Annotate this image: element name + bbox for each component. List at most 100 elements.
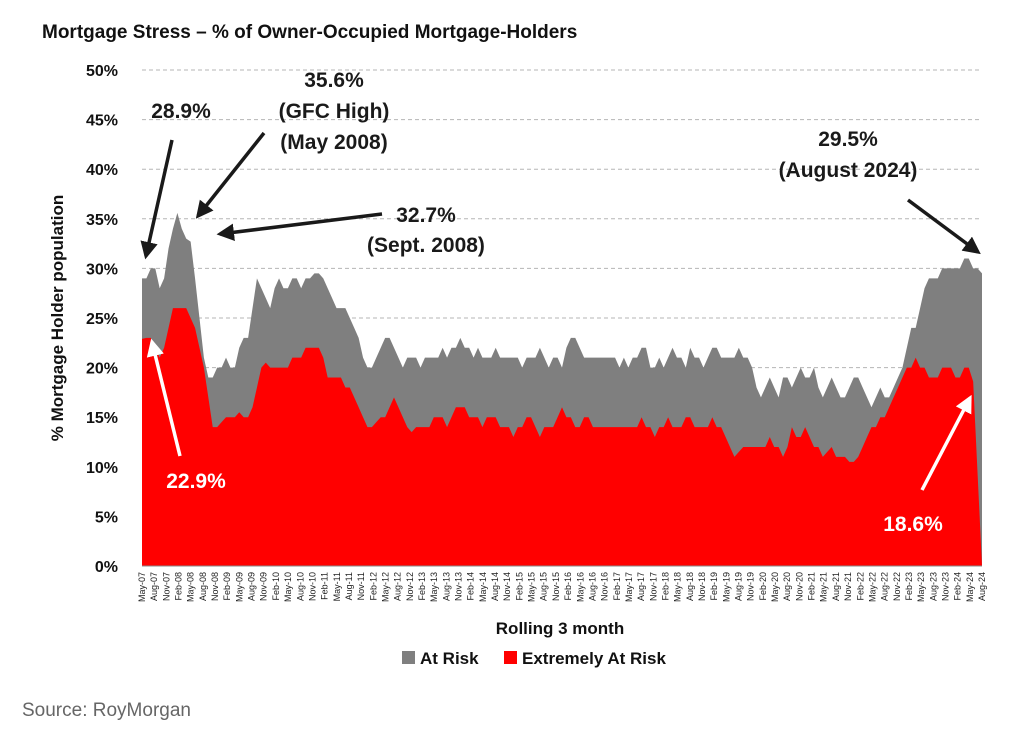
x-tick-label: May-11 [332,572,342,601]
x-tick-label: Feb-13 [417,572,427,601]
y-tick-label: 40% [86,162,118,179]
x-tick-label: Nov-21 [843,572,853,601]
x-tick-label: Nov-23 [941,572,951,601]
x-tick-label: Nov-18 [697,572,707,601]
x-tick-label: Aug-14 [490,572,500,601]
x-tick-label: May-15 [527,572,537,602]
x-tick-label: Feb-22 [855,572,865,601]
x-tick-label: Nov-15 [551,572,561,601]
x-tick-label: May-19 [721,572,731,602]
y-tick-label: 35% [86,212,118,229]
x-tick-label: Feb-14 [466,572,476,601]
x-tick-label: Nov-19 [746,572,756,601]
x-tick-label: Aug-10 [295,572,305,601]
x-tick-label: Nov-07 [161,572,171,601]
y-axis: 0% 5% 10% 15% 20% 25% 30% 35% 40% 45% 50% [86,63,118,576]
annotation-label: (August 2024) [779,159,918,182]
annotation-label: 28.9% [151,100,211,123]
y-tick-label: 0% [95,559,118,576]
legend-swatch-at-risk [402,651,415,664]
x-tick-label: May-13 [429,572,439,602]
x-tick-label: Feb-19 [709,572,719,601]
x-tick-label: Aug-18 [685,572,695,601]
x-tick-label: Nov-11 [356,572,366,600]
x-tick-label: May-12 [381,572,391,602]
x-tick-label: May-22 [867,572,877,602]
x-tick-label: Aug-21 [831,572,841,601]
legend: At Risk Extremely At Risk [402,649,666,668]
x-tick-label: May-10 [283,572,293,602]
mortgage-stress-chart: Mortgage Stress – % of Owner-Occupied Mo… [42,22,987,668]
x-tick-label: May-16 [575,572,585,602]
x-tick-label: Nov-22 [892,572,902,601]
y-tick-label: 45% [86,113,118,130]
x-tick-label: Feb-15 [514,572,524,601]
y-tick-label: 15% [86,410,118,427]
x-tick-label: Nov-12 [405,572,415,601]
annotation-arrow [906,198,981,255]
x-tick-label: May-07 [137,572,147,602]
x-tick-label: Aug-17 [636,572,646,601]
x-tick-label: Aug-12 [393,572,403,601]
source-caption: Source: RoyMorgan [22,700,191,721]
x-tick-label: Nov-20 [794,572,804,601]
x-tick-label: Feb-11 [320,572,330,600]
annotation-arrow [195,131,266,219]
chart-title: Mortgage Stress – % of Owner-Occupied Mo… [42,22,577,43]
x-tick-label: Nov-17 [648,572,658,601]
x-tick-label: Aug-20 [782,572,792,601]
x-tick-label: Feb-18 [661,572,671,601]
y-tick-label: 5% [95,509,118,526]
x-tick-label: May-08 [186,572,196,602]
annotation-label: 32.7% [396,204,456,227]
x-tick-label: May-14 [478,572,488,602]
x-tick-label: Aug-19 [734,572,744,601]
y-tick-label: 20% [86,361,118,378]
y-tick-label: 10% [86,460,118,477]
x-tick-label: May-21 [819,572,829,602]
x-tick-label: Feb-09 [222,572,232,601]
x-axis-label: Rolling 3 month [496,619,624,638]
x-tick-label: Aug-07 [149,572,159,601]
x-tick-label: Feb-17 [612,572,622,601]
x-tick-label: Feb-24 [953,572,963,601]
annotation-arrow [216,212,383,241]
x-tick-label: Nov-08 [210,572,220,601]
x-tick-label: May-24 [965,572,975,602]
legend-label-extremely-at-risk: Extremely At Risk [522,649,666,668]
area-series [142,212,982,566]
annotations: 28.9% 35.6% (GFC High) (May 2008) 32.7% (Sept… [140,69,981,536]
x-tick-label: Feb-12 [368,572,378,601]
annotation-arrow [920,394,972,491]
annotation-arrow [140,139,174,260]
x-tick-label: Aug-22 [880,572,890,601]
x-tick-label: Feb-23 [904,572,914,601]
x-tick-label: May-18 [673,572,683,602]
x-tick-label: May-20 [770,572,780,602]
y-tick-label: 50% [86,63,118,80]
annotation-label: 22.9% [166,470,226,493]
annotation-arrow [146,338,182,457]
x-tick-label: Feb-21 [807,572,817,601]
y-tick-label: 30% [86,261,118,278]
x-tick-label: Nov-13 [454,572,464,601]
x-tick-label: May-23 [916,572,926,602]
x-tick-label: Aug-23 [928,572,938,601]
x-tick-label: Nov-14 [502,572,512,601]
x-tick-label: May-09 [234,572,244,602]
x-tick-label: Aug-15 [539,572,549,601]
legend-swatch-extremely-at-risk [504,651,517,664]
x-tick-label: Aug-16 [587,572,597,601]
x-tick-label: Aug-13 [441,572,451,601]
x-tick-label: Feb-20 [758,572,768,601]
y-tick-label: 25% [86,311,118,328]
annotation-label: (GFC High) [279,100,390,123]
x-tick-label: Feb-16 [563,572,573,601]
x-tick-label: Nov-10 [307,572,317,601]
x-tick-label: Feb-08 [174,572,184,601]
x-tick-label: Nov-16 [600,572,610,601]
x-tick-label: Aug-24 [977,572,987,601]
x-tick-label: Nov-09 [259,572,269,601]
annotation-label: 35.6% [304,69,364,92]
y-axis-label: % Mortgage Holder population [48,195,67,442]
